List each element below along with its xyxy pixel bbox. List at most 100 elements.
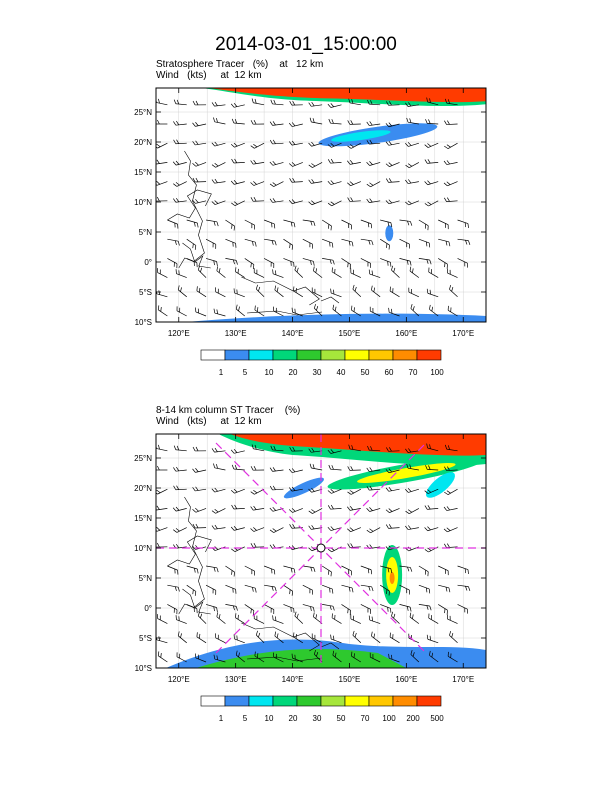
wind-barb-icon [157, 305, 168, 317]
wind-barb-icon [283, 258, 295, 267]
wind-barb-icon [405, 448, 419, 453]
wind-barb-icon [313, 266, 323, 278]
wind-barb-icon [173, 485, 187, 491]
wind-barb-icon [230, 488, 245, 494]
x-tick-label: 160°E [395, 329, 417, 338]
wind-barb-icon [167, 604, 178, 615]
wind-barb-icon [385, 122, 400, 128]
legend-swatch [272, 349, 298, 361]
wind-barb-icon [424, 488, 439, 494]
legend-label: 70 [361, 714, 370, 723]
wind-barb-icon [426, 288, 439, 298]
wind-barb-icon [230, 142, 245, 148]
wind-barb-icon [186, 238, 197, 250]
legend-label: 30 [313, 714, 322, 723]
wind-barb-icon [385, 524, 400, 529]
wind-barb-icon [341, 584, 354, 593]
tracer-shading [385, 225, 394, 242]
wind-barb-icon [385, 162, 400, 167]
wind-barb-icon [457, 604, 468, 614]
wind-barb-icon [192, 446, 207, 452]
wind-barb-icon [167, 219, 179, 229]
wind-barb-icon [391, 611, 400, 624]
wind-barb-icon [288, 199, 303, 204]
wind-barb-icon [211, 200, 226, 205]
wind-barb-icon [172, 160, 187, 166]
wind-barb-icon [379, 238, 390, 250]
wind-barb-icon [410, 650, 420, 663]
wind-barb-icon [289, 140, 303, 146]
wind-barb-icon [327, 200, 342, 207]
legend-swatch [392, 695, 418, 707]
legend-swatch [200, 349, 226, 361]
wind-barb-icon [233, 288, 245, 298]
tracer-shading [283, 477, 324, 499]
wind-barb-icon [418, 565, 429, 577]
wind-barb-icon [428, 267, 439, 278]
wind-barb-icon [244, 238, 257, 247]
x-tick-label: 120°E [168, 329, 190, 338]
wind-barb-icon [443, 160, 458, 165]
legend-swatch [272, 695, 298, 707]
y-tick-label: 10°N [134, 544, 152, 553]
wind-barb-icon [447, 651, 458, 663]
wind-barb-icon [225, 604, 238, 611]
wind-barb-icon [424, 142, 439, 148]
wind-barb-icon [156, 488, 168, 495]
wind-barb-icon [444, 488, 458, 495]
wind-barb-icon [289, 177, 303, 183]
wind-barb-icon [173, 120, 187, 126]
legend-label: 20 [289, 368, 298, 377]
wind-barb-icon [250, 527, 265, 532]
wind-barb-icon [449, 284, 458, 298]
wind-barb-icon [405, 142, 419, 147]
wind-barb-icon [371, 285, 381, 298]
wind-barb-icon [211, 447, 226, 453]
bottom-panel-title-line-2: Wind (kts) at 12 km [156, 416, 262, 427]
wind-barb-icon [173, 527, 187, 533]
wind-barb-icon [288, 468, 303, 473]
wind-barb-icon [175, 615, 187, 624]
wind-barb-icon [186, 584, 197, 596]
wind-barb-icon [289, 446, 303, 452]
legend-label: 5 [243, 368, 248, 377]
legend-label: 50 [361, 368, 370, 377]
wind-barb-icon [211, 178, 226, 184]
wind-barb-icon [302, 258, 315, 266]
wind-barb-icon [347, 197, 361, 202]
tracer-shading [331, 130, 391, 142]
tracer-shading [196, 649, 407, 668]
wind-barb-icon [388, 307, 400, 317]
wind-barb-icon [192, 140, 207, 146]
wind-barb-icon [424, 505, 439, 510]
wind-barb-icon [321, 219, 332, 231]
wind-barb-icon [244, 565, 255, 576]
wind-barb-icon [283, 584, 294, 596]
wind-barb-icon [250, 197, 265, 202]
wind-barb-icon [186, 604, 198, 614]
wind-barb-icon [331, 613, 342, 624]
wind-barb-icon [216, 612, 226, 624]
wind-barb-icon [347, 527, 361, 533]
wind-barb-icon [438, 238, 451, 247]
x-tick-label: 170°E [452, 675, 474, 684]
wind-barb-icon [443, 527, 458, 533]
wind-barb-icon [366, 485, 381, 491]
wind-barb-icon [311, 633, 323, 644]
legend-label: 5 [243, 714, 248, 723]
legend-swatch [344, 349, 370, 361]
wind-barb-icon [438, 258, 448, 269]
wind-barb-icon [327, 504, 342, 510]
wind-barb-icon [211, 546, 226, 551]
wind-barb-icon [213, 463, 226, 471]
wind-barb-icon [327, 142, 342, 148]
wind-barb-icon [409, 612, 420, 624]
wind-barb-icon [264, 238, 277, 246]
wind-barb-icon [244, 584, 257, 593]
wind-barb-icon [206, 565, 219, 573]
coastline [320, 296, 340, 304]
y-tick-label: 10°S [135, 664, 152, 673]
wind-barb-icon [426, 443, 439, 452]
wind-barb-icon [350, 614, 361, 624]
wind-barb-icon [211, 101, 226, 107]
